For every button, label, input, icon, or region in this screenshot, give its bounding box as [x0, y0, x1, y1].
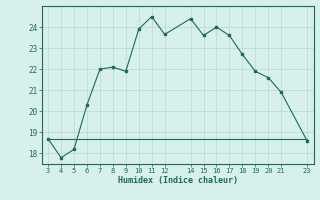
X-axis label: Humidex (Indice chaleur): Humidex (Indice chaleur)	[118, 176, 237, 185]
